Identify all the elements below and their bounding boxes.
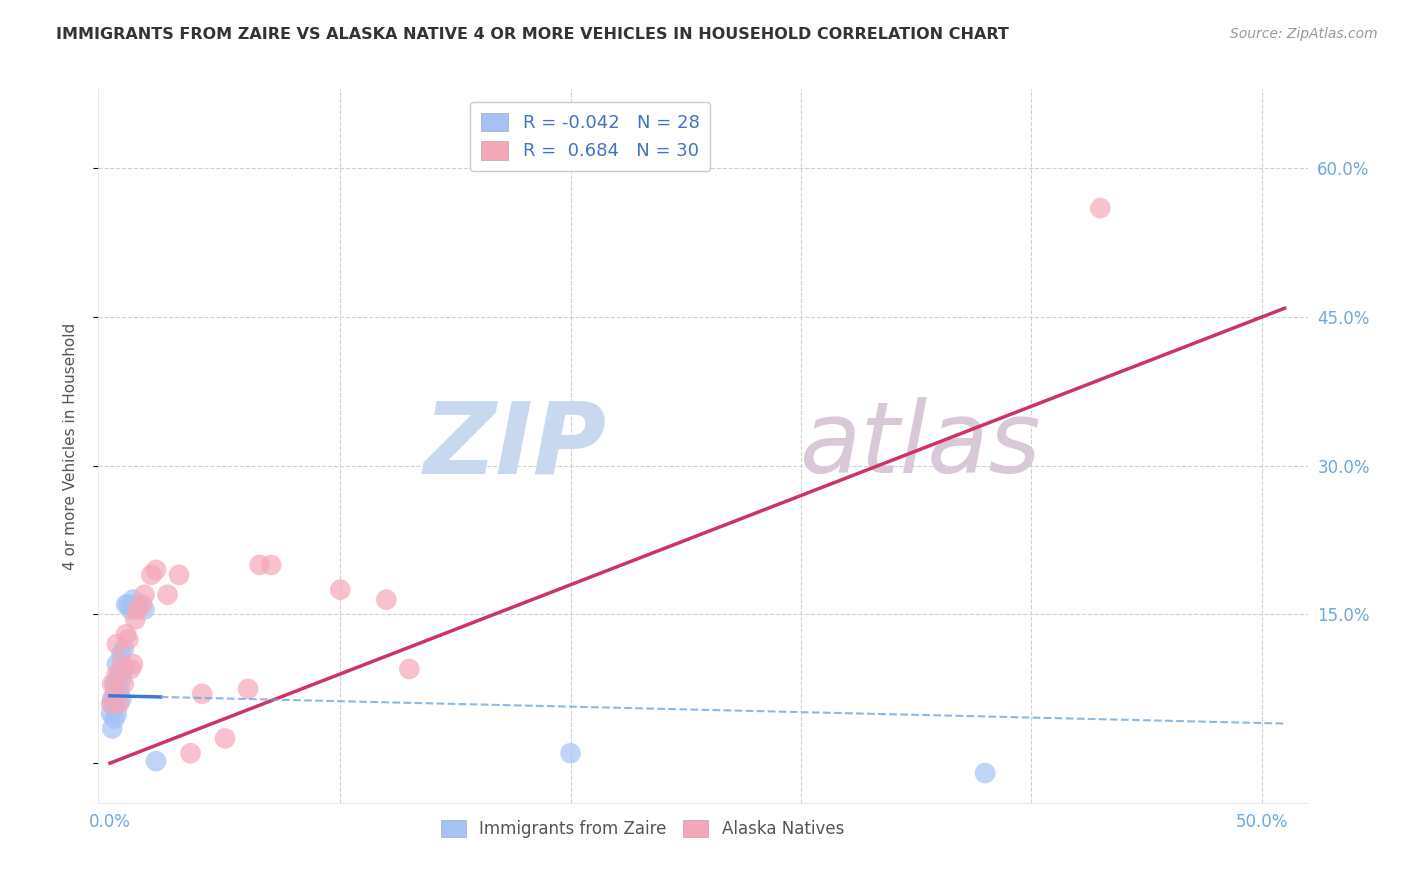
Point xyxy=(103,712,125,726)
Point xyxy=(110,657,132,671)
Point xyxy=(249,558,271,572)
Point xyxy=(375,592,398,607)
Legend: Immigrants from Zaire, Alaska Natives: Immigrants from Zaire, Alaska Natives xyxy=(434,813,851,845)
Point xyxy=(1090,201,1112,215)
Point xyxy=(124,612,146,626)
Point xyxy=(108,697,131,711)
Point xyxy=(145,563,167,577)
Point xyxy=(103,687,125,701)
Point xyxy=(117,598,139,612)
Point xyxy=(105,657,128,671)
Point xyxy=(191,687,214,701)
Point xyxy=(236,681,259,696)
Point xyxy=(134,602,156,616)
Point xyxy=(101,722,124,736)
Point xyxy=(115,598,138,612)
Point xyxy=(112,677,135,691)
Point xyxy=(110,691,132,706)
Point xyxy=(122,592,145,607)
Point xyxy=(398,662,420,676)
Text: IMMIGRANTS FROM ZAIRE VS ALASKA NATIVE 4 OR MORE VEHICLES IN HOUSEHOLD CORRELATI: IMMIGRANTS FROM ZAIRE VS ALASKA NATIVE 4… xyxy=(56,27,1010,42)
Point xyxy=(145,754,167,768)
Point xyxy=(329,582,352,597)
Point xyxy=(122,657,145,671)
Point xyxy=(156,588,179,602)
Point xyxy=(260,558,283,572)
Point xyxy=(117,632,139,647)
Text: Source: ZipAtlas.com: Source: ZipAtlas.com xyxy=(1230,27,1378,41)
Point xyxy=(103,677,125,691)
Point xyxy=(105,706,128,721)
Point xyxy=(141,567,163,582)
Point xyxy=(110,647,132,661)
Point xyxy=(131,598,153,612)
Text: atlas: atlas xyxy=(800,398,1042,494)
Point xyxy=(214,731,236,746)
Point xyxy=(105,687,128,701)
Point xyxy=(105,637,128,651)
Point xyxy=(112,662,135,676)
Point xyxy=(103,697,125,711)
Point xyxy=(105,677,128,691)
Point xyxy=(110,672,132,686)
Text: ZIP: ZIP xyxy=(423,398,606,494)
Point xyxy=(180,746,202,760)
Point xyxy=(100,697,122,711)
Point xyxy=(108,687,131,701)
Point xyxy=(100,706,122,721)
Y-axis label: 4 or more Vehicles in Household: 4 or more Vehicles in Household xyxy=(63,322,77,570)
Point xyxy=(167,567,190,582)
Point xyxy=(120,662,142,676)
Point xyxy=(127,598,149,612)
Point xyxy=(134,588,156,602)
Point xyxy=(108,681,131,696)
Point xyxy=(974,766,997,780)
Point xyxy=(112,642,135,657)
Point xyxy=(101,697,124,711)
Point xyxy=(105,667,128,681)
Point xyxy=(120,602,142,616)
Point xyxy=(560,746,582,760)
Point xyxy=(101,691,124,706)
Point xyxy=(127,602,149,616)
Point xyxy=(115,627,138,641)
Point xyxy=(101,677,124,691)
Point xyxy=(108,667,131,681)
